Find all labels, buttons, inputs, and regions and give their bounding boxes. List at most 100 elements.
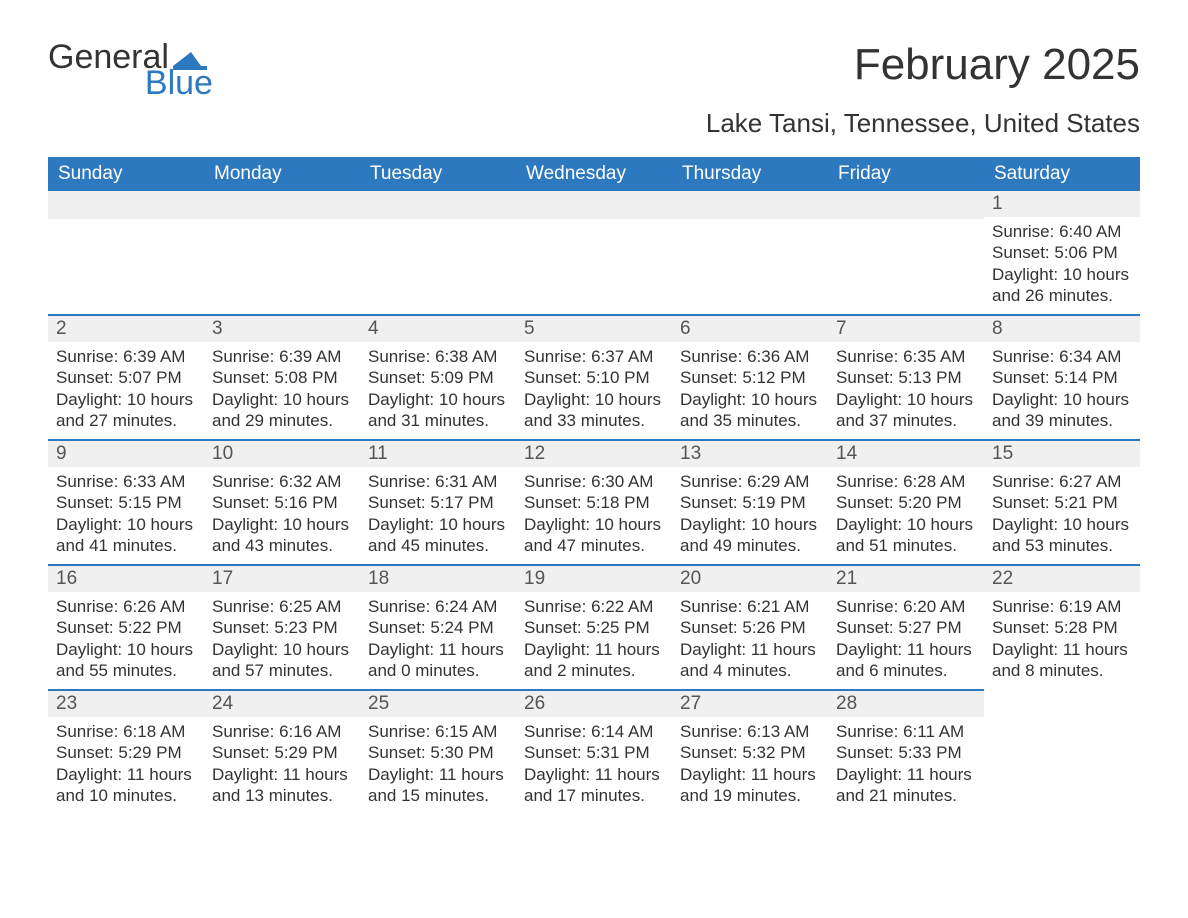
daylight-line: Daylight: 10 hours and 49 minutes. — [680, 514, 820, 557]
sunset-line: Sunset: 5:19 PM — [680, 492, 820, 513]
day-details: Sunrise: 6:35 AMSunset: 5:13 PMDaylight:… — [828, 342, 984, 439]
sunrise-line: Sunrise: 6:14 AM — [524, 721, 664, 742]
day-number: 15 — [984, 439, 1140, 467]
day-number: 21 — [828, 564, 984, 592]
day-details: Sunrise: 6:32 AMSunset: 5:16 PMDaylight:… — [204, 467, 360, 564]
calendar-cell: 23Sunrise: 6:18 AMSunset: 5:29 PMDayligh… — [48, 689, 204, 814]
calendar-cell: 27Sunrise: 6:13 AMSunset: 5:32 PMDayligh… — [672, 689, 828, 814]
sunset-line: Sunset: 5:06 PM — [992, 242, 1132, 263]
calendar-week-row: 9Sunrise: 6:33 AMSunset: 5:15 PMDaylight… — [48, 439, 1140, 564]
weekday-header: Sunday — [48, 157, 204, 191]
calendar-cell: 18Sunrise: 6:24 AMSunset: 5:24 PMDayligh… — [360, 564, 516, 689]
daylight-line: Daylight: 10 hours and 35 minutes. — [680, 389, 820, 432]
day-number: 25 — [360, 689, 516, 717]
sunrise-line: Sunrise: 6:36 AM — [680, 346, 820, 367]
day-details: Sunrise: 6:28 AMSunset: 5:20 PMDaylight:… — [828, 467, 984, 564]
day-details: Sunrise: 6:15 AMSunset: 5:30 PMDaylight:… — [360, 717, 516, 814]
day-number: 6 — [672, 314, 828, 342]
sunrise-line: Sunrise: 6:21 AM — [680, 596, 820, 617]
sunrise-line: Sunrise: 6:37 AM — [524, 346, 664, 367]
sunset-line: Sunset: 5:18 PM — [524, 492, 664, 513]
sunrise-line: Sunrise: 6:15 AM — [368, 721, 508, 742]
empty-day-bar — [48, 191, 204, 219]
calendar-cell: 17Sunrise: 6:25 AMSunset: 5:23 PMDayligh… — [204, 564, 360, 689]
sunrise-line: Sunrise: 6:39 AM — [212, 346, 352, 367]
empty-day-bar — [672, 191, 828, 219]
sunrise-line: Sunrise: 6:32 AM — [212, 471, 352, 492]
day-number: 28 — [828, 689, 984, 717]
sunrise-line: Sunrise: 6:16 AM — [212, 721, 352, 742]
day-details: Sunrise: 6:16 AMSunset: 5:29 PMDaylight:… — [204, 717, 360, 814]
day-number: 20 — [672, 564, 828, 592]
day-details: Sunrise: 6:26 AMSunset: 5:22 PMDaylight:… — [48, 592, 204, 689]
calendar-cell: 24Sunrise: 6:16 AMSunset: 5:29 PMDayligh… — [204, 689, 360, 814]
day-details: Sunrise: 6:30 AMSunset: 5:18 PMDaylight:… — [516, 467, 672, 564]
sunrise-line: Sunrise: 6:24 AM — [368, 596, 508, 617]
daylight-line: Daylight: 10 hours and 53 minutes. — [992, 514, 1132, 557]
daylight-line: Daylight: 11 hours and 6 minutes. — [836, 639, 976, 682]
empty-day-bar — [360, 191, 516, 219]
day-details: Sunrise: 6:34 AMSunset: 5:14 PMDaylight:… — [984, 342, 1140, 439]
brand-logo: General Blue — [48, 40, 213, 100]
calendar-cell — [672, 191, 828, 314]
daylight-line: Daylight: 10 hours and 55 minutes. — [56, 639, 196, 682]
calendar-table: Sunday Monday Tuesday Wednesday Thursday… — [48, 157, 1140, 814]
day-number: 24 — [204, 689, 360, 717]
daylight-line: Daylight: 10 hours and 31 minutes. — [368, 389, 508, 432]
calendar-cell — [984, 689, 1140, 814]
sunrise-line: Sunrise: 6:13 AM — [680, 721, 820, 742]
day-number: 19 — [516, 564, 672, 592]
calendar-cell: 3Sunrise: 6:39 AMSunset: 5:08 PMDaylight… — [204, 314, 360, 439]
day-details: Sunrise: 6:18 AMSunset: 5:29 PMDaylight:… — [48, 717, 204, 814]
calendar-cell — [828, 191, 984, 314]
calendar-cell: 2Sunrise: 6:39 AMSunset: 5:07 PMDaylight… — [48, 314, 204, 439]
calendar-cell: 21Sunrise: 6:20 AMSunset: 5:27 PMDayligh… — [828, 564, 984, 689]
month-title: February 2025 — [854, 40, 1140, 90]
sunrise-line: Sunrise: 6:25 AM — [212, 596, 352, 617]
location: Lake Tansi, Tennessee, United States — [48, 108, 1140, 139]
day-number: 23 — [48, 689, 204, 717]
weekday-header: Friday — [828, 157, 984, 191]
empty-day-bar — [828, 191, 984, 219]
daylight-line: Daylight: 11 hours and 17 minutes. — [524, 764, 664, 807]
day-details: Sunrise: 6:38 AMSunset: 5:09 PMDaylight:… — [360, 342, 516, 439]
empty-day-bar — [516, 191, 672, 219]
sunset-line: Sunset: 5:22 PM — [56, 617, 196, 638]
sunset-line: Sunset: 5:17 PM — [368, 492, 508, 513]
daylight-line: Daylight: 11 hours and 19 minutes. — [680, 764, 820, 807]
sunrise-line: Sunrise: 6:26 AM — [56, 596, 196, 617]
sunset-line: Sunset: 5:16 PM — [212, 492, 352, 513]
sunset-line: Sunset: 5:33 PM — [836, 742, 976, 763]
sunset-line: Sunset: 5:25 PM — [524, 617, 664, 638]
day-details: Sunrise: 6:27 AMSunset: 5:21 PMDaylight:… — [984, 467, 1140, 564]
day-details: Sunrise: 6:39 AMSunset: 5:08 PMDaylight:… — [204, 342, 360, 439]
daylight-line: Daylight: 10 hours and 57 minutes. — [212, 639, 352, 682]
sunrise-line: Sunrise: 6:39 AM — [56, 346, 196, 367]
daylight-line: Daylight: 11 hours and 8 minutes. — [992, 639, 1132, 682]
daylight-line: Daylight: 11 hours and 4 minutes. — [680, 639, 820, 682]
calendar-cell: 15Sunrise: 6:27 AMSunset: 5:21 PMDayligh… — [984, 439, 1140, 564]
sunrise-line: Sunrise: 6:33 AM — [56, 471, 196, 492]
flag-icon — [173, 44, 213, 78]
calendar-cell: 8Sunrise: 6:34 AMSunset: 5:14 PMDaylight… — [984, 314, 1140, 439]
calendar-cell — [204, 191, 360, 314]
weekday-header: Wednesday — [516, 157, 672, 191]
sunset-line: Sunset: 5:32 PM — [680, 742, 820, 763]
calendar-cell: 25Sunrise: 6:15 AMSunset: 5:30 PMDayligh… — [360, 689, 516, 814]
day-details: Sunrise: 6:19 AMSunset: 5:28 PMDaylight:… — [984, 592, 1140, 689]
daylight-line: Daylight: 10 hours and 33 minutes. — [524, 389, 664, 432]
sunset-line: Sunset: 5:20 PM — [836, 492, 976, 513]
calendar-week-row: 2Sunrise: 6:39 AMSunset: 5:07 PMDaylight… — [48, 314, 1140, 439]
sunrise-line: Sunrise: 6:22 AM — [524, 596, 664, 617]
daylight-line: Daylight: 10 hours and 47 minutes. — [524, 514, 664, 557]
calendar-cell — [48, 191, 204, 314]
sunrise-line: Sunrise: 6:30 AM — [524, 471, 664, 492]
header: General Blue February 2025 — [48, 40, 1140, 100]
calendar-cell: 1Sunrise: 6:40 AMSunset: 5:06 PMDaylight… — [984, 191, 1140, 314]
day-number: 14 — [828, 439, 984, 467]
daylight-line: Daylight: 10 hours and 41 minutes. — [56, 514, 196, 557]
day-number: 16 — [48, 564, 204, 592]
sunset-line: Sunset: 5:14 PM — [992, 367, 1132, 388]
day-number: 13 — [672, 439, 828, 467]
day-details: Sunrise: 6:39 AMSunset: 5:07 PMDaylight:… — [48, 342, 204, 439]
